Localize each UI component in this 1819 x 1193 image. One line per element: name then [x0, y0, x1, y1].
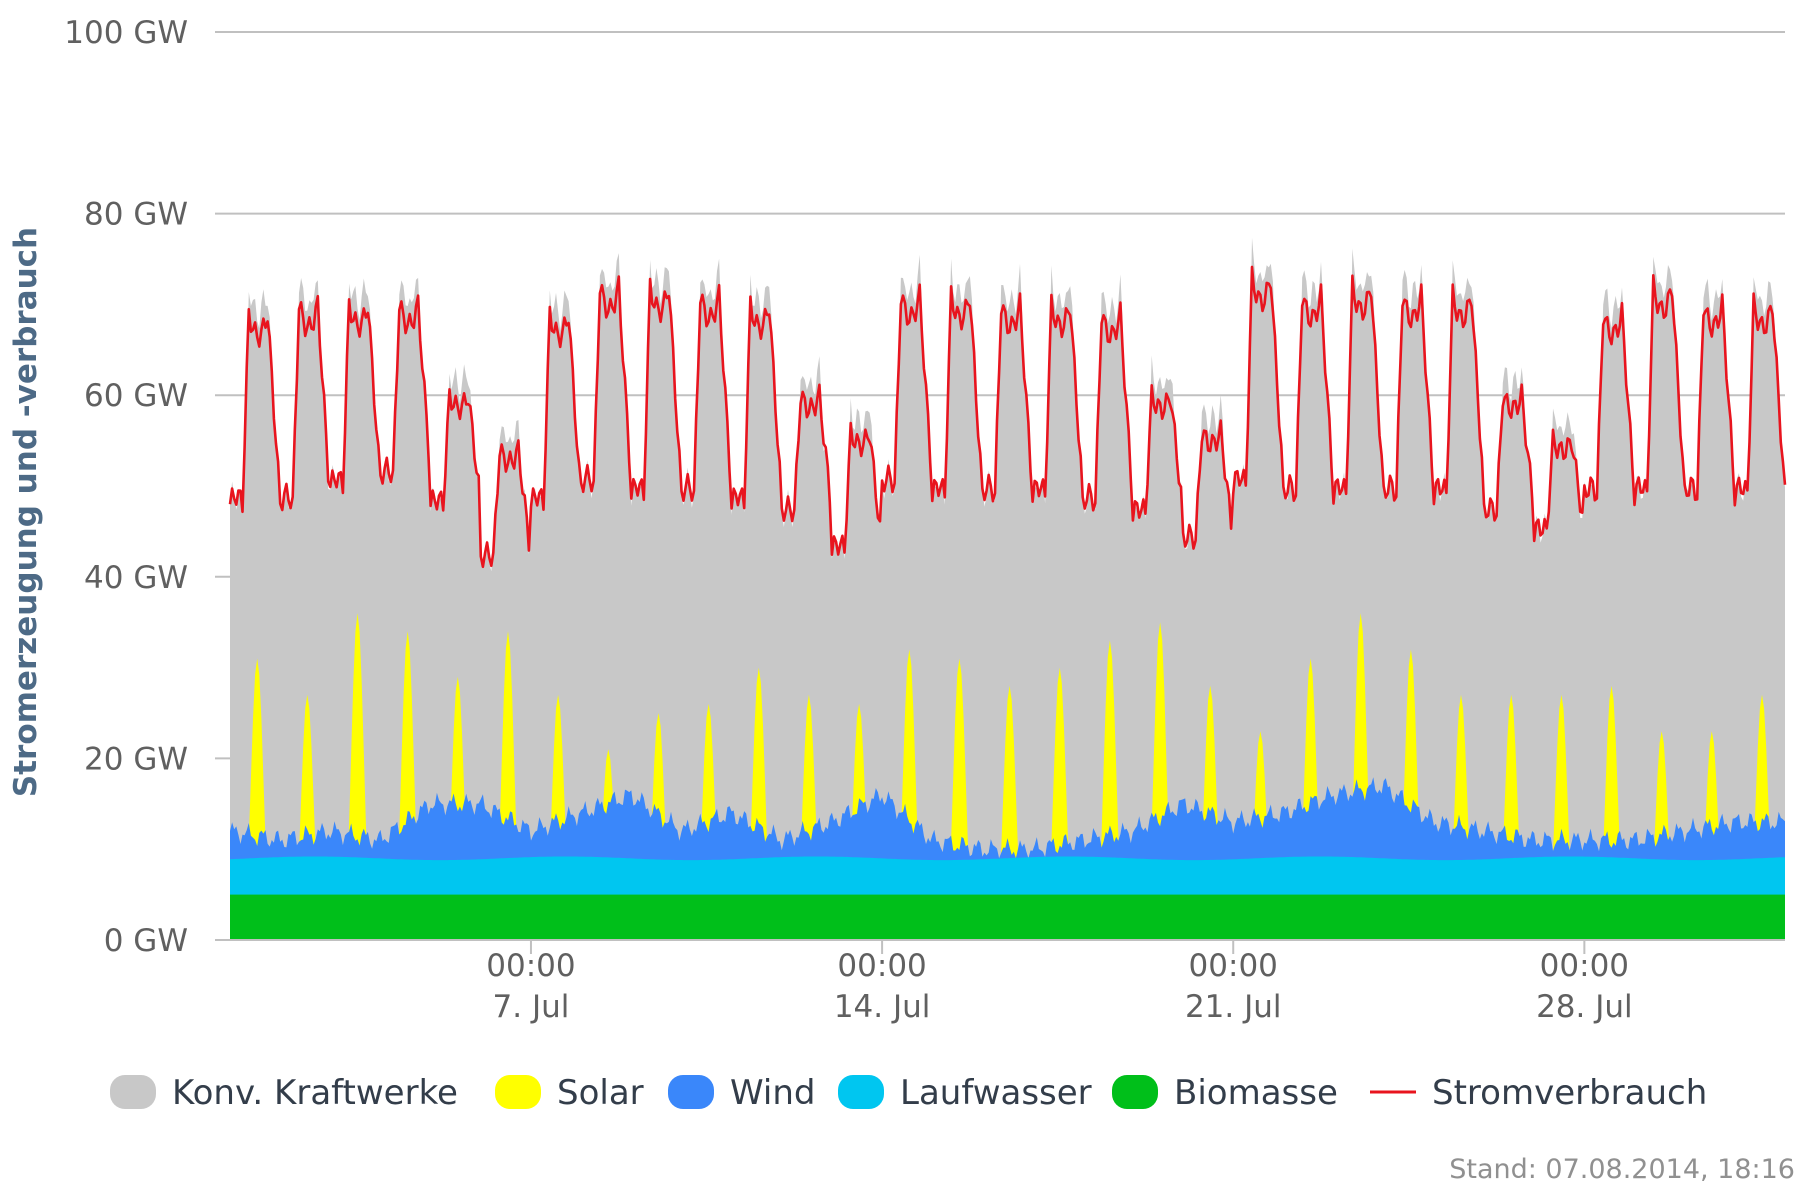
stand-timestamp: Stand: 07.08.2014, 18:16 [1449, 1154, 1795, 1185]
line-stromverbrauch [228, 265, 1787, 569]
x-tick-time: 00:00 [1189, 948, 1278, 984]
legend-label[interactable]: Wind [730, 1073, 815, 1113]
x-tick-date: 14. Jul [834, 989, 931, 1025]
x-tick-date: 7. Jul [493, 989, 570, 1025]
y-tick-label: 80 GW [84, 197, 188, 233]
legend-symbol[interactable] [668, 1075, 714, 1109]
legend-symbol[interactable] [838, 1075, 884, 1109]
legend-symbol[interactable] [495, 1075, 541, 1109]
area-solar [230, 613, 1785, 940]
y-tick-label: 40 GW [84, 560, 188, 596]
y-axis: 0 GW 20 GW 40 GW 60 GW 80 GW 100 GW [64, 15, 188, 959]
x-tick-time: 00:00 [486, 948, 575, 984]
y-tick-label: 20 GW [84, 741, 188, 777]
y-tick-label: 0 GW [104, 923, 188, 959]
area-konv-kraftwerke [230, 237, 1785, 941]
legend-label[interactable]: Konv. Kraftwerke [172, 1073, 458, 1113]
x-tick-date: 21. Jul [1185, 989, 1282, 1025]
y-axis-title: Stromerzeugung und -verbrauch [8, 227, 44, 797]
consumption-line-group [228, 265, 1787, 569]
x-axis: 00:00 7. Jul 00:00 14. Jul 00:00 21. Jul 00:00… [215, 939, 1785, 1025]
legend-label[interactable]: Stromverbrauch [1432, 1073, 1707, 1113]
area-biomasse [230, 894, 1785, 940]
legend-label[interactable]: Biomasse [1174, 1073, 1338, 1113]
x-tick-date: 28. Jul [1536, 989, 1633, 1025]
x-tick-time: 00:00 [1540, 948, 1629, 984]
legend: Konv. Kraftwerke Solar Wind Laufwasser Bioma… [110, 1073, 1707, 1113]
x-tick-time: 00:00 [837, 948, 926, 984]
legend-label[interactable]: Solar [557, 1073, 644, 1113]
legend-symbol[interactable] [1112, 1075, 1158, 1109]
legend-symbol[interactable] [110, 1075, 156, 1109]
y-tick-label: 60 GW [84, 378, 188, 414]
plot-area [230, 237, 1785, 941]
legend-label[interactable]: Laufwasser [900, 1073, 1092, 1113]
y-tick-label: 100 GW [64, 15, 188, 51]
